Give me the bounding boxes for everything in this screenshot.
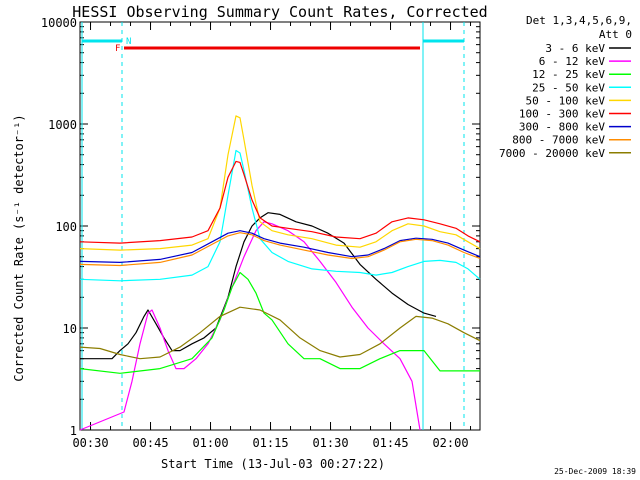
legend-entry-label: 25 - 50 keV bbox=[532, 81, 605, 94]
x-axis: 00:30 00:45 01:00 01:15 01:30 01:45 02:00 bbox=[72, 22, 472, 450]
y-axis-label: Corrected Count Rate (s⁻¹ detector⁻¹) bbox=[12, 114, 26, 381]
series-line-5 bbox=[79, 115, 481, 251]
date-stamp: 25-Dec-2009 18:39 bbox=[554, 467, 636, 476]
series-line-4 bbox=[79, 149, 481, 282]
x-tick-label: 01:30 bbox=[312, 436, 348, 450]
x-tick-label: 02:00 bbox=[432, 436, 468, 450]
night-marker-label: N bbox=[126, 37, 131, 47]
y-tick-label: 1 bbox=[70, 424, 77, 438]
legend-attenuator-line: Att 0 bbox=[599, 28, 632, 41]
chart-title: HESSI Observing Summary Count Rates, Cor… bbox=[72, 3, 487, 21]
y-tick-label: 10000 bbox=[41, 16, 77, 30]
series-lines bbox=[79, 115, 481, 431]
y-tick-label: 10 bbox=[63, 322, 77, 336]
legend-entry-label: 800 - 7000 keV bbox=[512, 134, 605, 147]
series-line-8 bbox=[79, 232, 481, 267]
legend-entry-label: 7000 - 20000 keV bbox=[499, 147, 605, 160]
flare-marker-label: F bbox=[115, 44, 120, 54]
series-line-3 bbox=[79, 271, 480, 374]
legend-entry-label: 300 - 800 keV bbox=[519, 121, 605, 134]
series-line-9 bbox=[79, 306, 481, 360]
y-tick-label: 100 bbox=[55, 220, 77, 234]
legend-detector-line: Det 1,3,4,5,6,9, bbox=[526, 14, 632, 27]
x-tick-label: 00:45 bbox=[132, 436, 168, 450]
legend-entry-label: 3 - 6 keV bbox=[545, 42, 605, 55]
x-axis-label: Start Time (13-Jul-03 00:27:22) bbox=[161, 457, 385, 471]
x-tick-label: 00:30 bbox=[72, 436, 108, 450]
legend-entry-label: 100 - 300 keV bbox=[519, 108, 605, 121]
legend-entry-label: 6 - 12 keV bbox=[539, 55, 606, 68]
series-line-1 bbox=[80, 212, 437, 360]
x-tick-label: 01:45 bbox=[372, 436, 408, 450]
y-tick-label: 1000 bbox=[48, 118, 77, 132]
series-line-7 bbox=[79, 230, 481, 263]
series-line-6 bbox=[79, 160, 481, 244]
series-line-2 bbox=[79, 221, 421, 431]
observation-markers: NF bbox=[81, 22, 465, 430]
x-tick-label: 01:00 bbox=[192, 436, 228, 450]
x-tick-label: 01:15 bbox=[252, 436, 288, 450]
legend-entry-label: 50 - 100 keV bbox=[526, 94, 606, 107]
y-axis: 1 10 100 1000 10000 bbox=[41, 16, 480, 438]
legend-entry-label: 12 - 25 keV bbox=[532, 68, 605, 81]
